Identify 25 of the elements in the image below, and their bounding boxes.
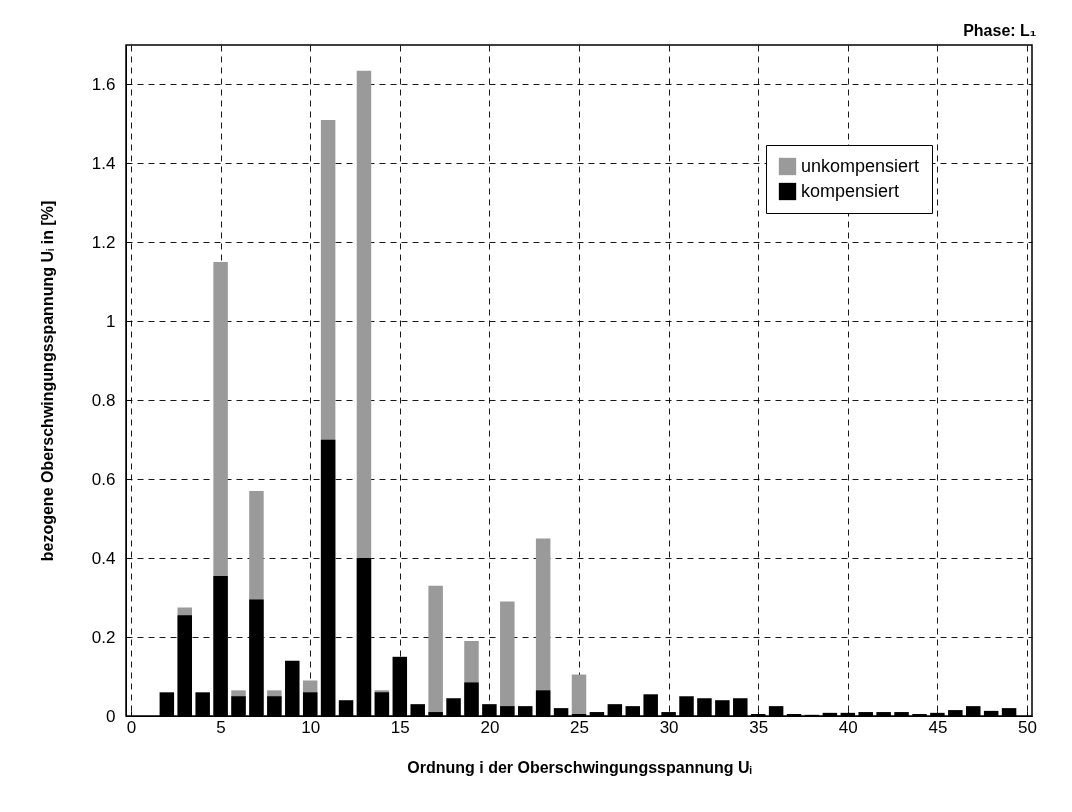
y-tick-label: 0.6 — [91, 469, 116, 489]
x-tick-label: 10 — [301, 717, 321, 737]
legend-label: kompensiert — [801, 180, 900, 201]
x-tick-label: 0 — [126, 717, 137, 737]
y-tick-label: 1.6 — [91, 74, 116, 94]
legend-label: unkompensiert — [801, 155, 920, 176]
y-tick-label: 0.2 — [91, 627, 116, 647]
x-tick-label: 45 — [928, 717, 948, 737]
y-tick-label: 0.8 — [91, 390, 116, 410]
x-tick-label: 30 — [659, 717, 679, 737]
bar — [571, 674, 587, 716]
x-tick-label: 40 — [838, 717, 858, 737]
y-tick-label: 1.4 — [91, 153, 116, 173]
x-tick-label: 20 — [480, 717, 500, 737]
y-tick-label: 1.2 — [91, 232, 116, 252]
x-tick-label: 25 — [570, 717, 589, 737]
x-axis-title: Ordnung i der Oberschwingungsspannung Uᵢ — [407, 758, 752, 776]
chart-title: Phase: L₁ — [963, 22, 1037, 39]
x-tick-label: 15 — [390, 717, 410, 737]
y-tick-label: 0.4 — [91, 548, 116, 568]
y-tick-label: 1 — [106, 311, 116, 331]
x-tick-label: 5 — [216, 717, 226, 737]
y-axis-title: bezogene Oberschwingungsspannung Uᵢ in [%] — [38, 200, 56, 562]
x-tick-label: 50 — [1018, 717, 1037, 737]
x-tick-label: 35 — [749, 717, 769, 737]
